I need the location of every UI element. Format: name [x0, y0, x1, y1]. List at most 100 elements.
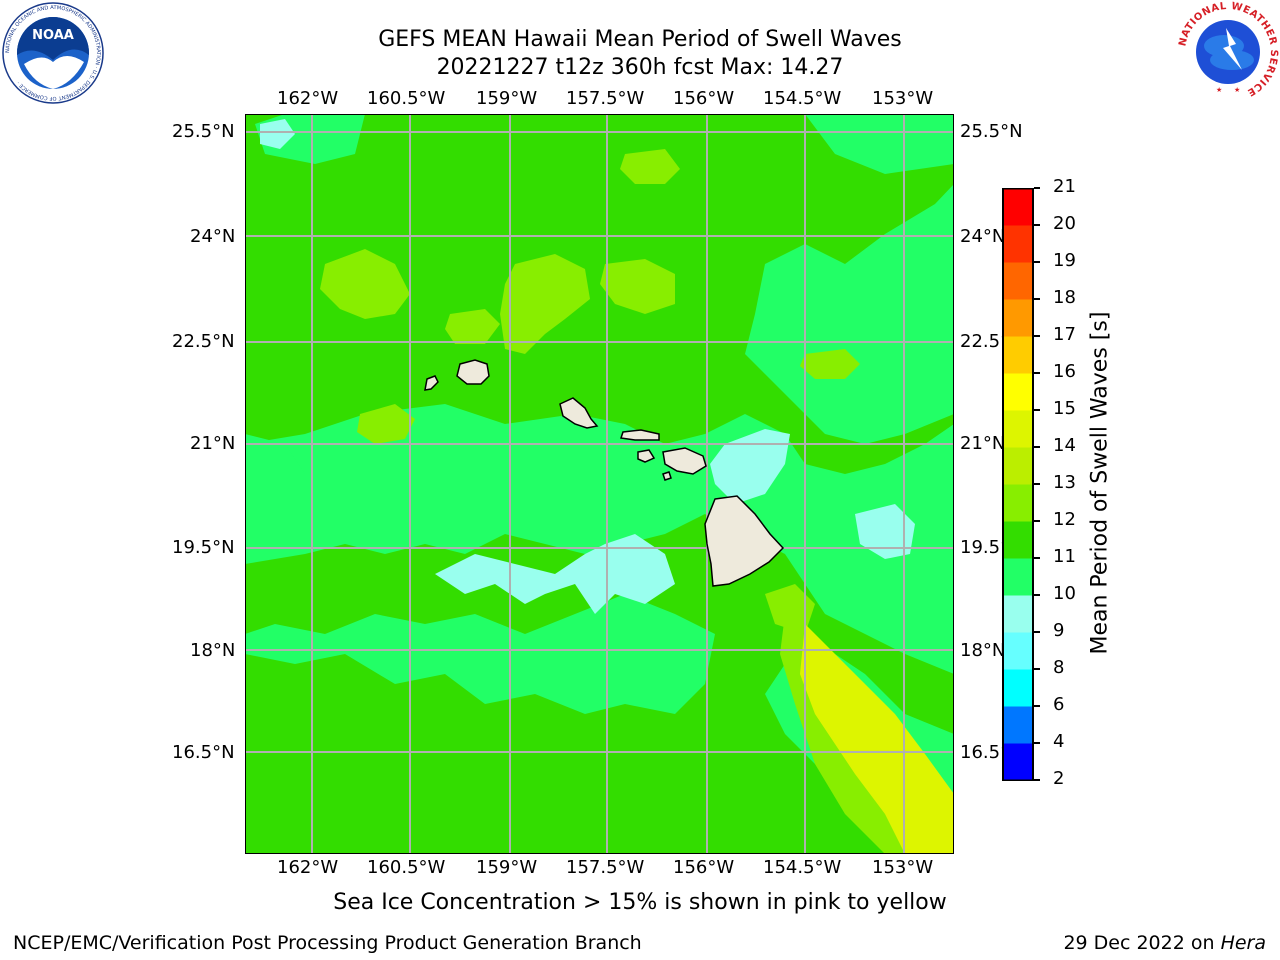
graticule [245, 114, 954, 854]
colorbar-tick-mark [1034, 446, 1040, 448]
colorbar-tick-mark [1034, 335, 1040, 337]
colorbar-tick-mark [1034, 261, 1040, 263]
island-niihau [424, 375, 439, 391]
colorbar-tick-label: 16 [1053, 361, 1076, 382]
colorbar-tick-label: 19 [1053, 250, 1076, 271]
colorbar-tick-mark [1034, 298, 1040, 300]
lon-tick-bottom: 157.5°W [566, 857, 645, 878]
colorbar-tick-label: 8 [1053, 657, 1065, 678]
map-caption: Sea Ice Concentration > 15% is shown in … [333, 890, 947, 915]
colorbar [1002, 188, 1034, 781]
colorbar-tick-label: 17 [1053, 324, 1076, 345]
colorbar-tick-mark [1034, 409, 1040, 411]
lat-tick-right: 24°N [960, 226, 1006, 247]
colorbar-tick-label: 12 [1053, 509, 1076, 530]
lon-tick-bottom: 160.5°W [367, 857, 446, 878]
lat-tick-left: 25.5°N [172, 121, 235, 142]
lat-tick-left: 16.5°N [172, 742, 235, 763]
lon-tick-bottom: 159°W [476, 857, 538, 878]
colorbar-tick-label: 4 [1053, 731, 1065, 752]
contour-13-14s [800, 624, 954, 854]
colorbar-tick-label: 9 [1053, 620, 1065, 641]
lat-tick-right: 25.5°N [960, 121, 1023, 142]
colorbar-segment [1003, 262, 1033, 300]
nws-logo: NATIONAL WEATHER SERVICE ★ ★ [1177, 1, 1279, 102]
colorbar-tick-mark [1034, 779, 1040, 781]
lon-tick-bottom: 154.5°W [763, 857, 842, 878]
colorbar-tick-label: 10 [1053, 583, 1076, 604]
colorbar-tick-label: 6 [1053, 694, 1065, 715]
colorbar-tick-mark [1034, 705, 1040, 707]
footer-host: Hera [1220, 932, 1266, 954]
footer-date: 29 Dec 2022 on [1063, 932, 1221, 954]
lon-tick-top: 156°W [673, 88, 735, 109]
colorbar-tick-label: 2 [1053, 768, 1065, 789]
colorbar-tick-label: 15 [1053, 398, 1076, 419]
colorbar-tick-mark [1034, 187, 1040, 189]
lon-tick-bottom: 153°W [872, 857, 934, 878]
colorbar-tick-mark [1034, 594, 1040, 596]
colorbar-tick-label: 13 [1053, 472, 1076, 493]
lat-tick-left: 18°N [190, 640, 236, 661]
colorbar-segment [1003, 447, 1033, 485]
lat-tick-right: 18°N [960, 640, 1006, 661]
island-kahoolawe [662, 471, 672, 481]
colorbar-tick-label: 14 [1053, 435, 1076, 456]
lon-tick-top: 157.5°W [566, 88, 645, 109]
island-molokai [620, 429, 660, 441]
island-oahu [559, 397, 599, 429]
noaa-logo-text: NOAA [32, 28, 74, 43]
lon-tick-top: 162°W [277, 88, 339, 109]
lat-tick-right: 21°N [960, 433, 1006, 454]
colorbar-segment [1003, 336, 1033, 374]
lon-tick-top: 160.5°W [367, 88, 446, 109]
lon-tick-top: 153°W [872, 88, 934, 109]
chart-subtitle: 20221227 t12z 360h fcst Max: 14.27 [436, 55, 844, 80]
colorbar-segment [1003, 521, 1033, 559]
colorbar-segment [1003, 558, 1033, 596]
colorbar-frame [1002, 188, 1034, 781]
colorbar-label: Mean Period of Swell Waves [s] [1087, 311, 1113, 655]
footer-left: NCEP/EMC/Verification Post Processing Pr… [13, 932, 642, 954]
svg-text:★: ★ [1216, 86, 1222, 94]
colorbar-segment [1003, 373, 1033, 411]
contour-9-10s [260, 119, 915, 614]
colorbar-tick-label: 20 [1053, 213, 1076, 234]
colorbar-tick-mark [1034, 483, 1040, 485]
colorbar-tick-mark [1034, 742, 1040, 744]
island-lanai [637, 449, 656, 463]
noaa-logo: NATIONAL OCEANIC AND ATMOSPHERIC ADMINIS… [2, 2, 104, 104]
lat-tick-left: 21°N [190, 433, 236, 454]
colorbar-segment [1003, 484, 1033, 522]
island-kauai [456, 359, 490, 385]
colorbar-tick-label: 11 [1053, 546, 1076, 567]
swell-period-map [245, 114, 954, 854]
colorbar-segment [1003, 669, 1033, 707]
colorbar-segment [1003, 706, 1033, 744]
lat-tick-left: 22.5°N [172, 331, 235, 352]
colorbar-tick-mark [1034, 224, 1040, 226]
lon-tick-top: 159°W [476, 88, 538, 109]
lon-tick-bottom: 156°W [673, 857, 735, 878]
colorbar-tick-mark [1034, 631, 1040, 633]
colorbar-tick-label: 21 [1053, 176, 1076, 197]
colorbar-tick-mark [1034, 557, 1040, 559]
colorbar-tick-mark [1034, 372, 1040, 374]
colorbar-segment [1003, 595, 1033, 633]
chart-title: GEFS MEAN Hawaii Mean Period of Swell Wa… [378, 27, 902, 52]
lon-tick-top: 154.5°W [763, 88, 842, 109]
colorbar-segment [1003, 410, 1033, 448]
lat-tick-left: 24°N [190, 226, 236, 247]
colorbar-segment [1003, 743, 1033, 781]
footer-right: 29 Dec 2022 on Hera [1063, 932, 1266, 954]
colorbar-segment [1003, 188, 1033, 226]
colorbar-segment [1003, 225, 1033, 263]
colorbar-segment [1003, 632, 1033, 670]
island-hawaii [704, 495, 785, 587]
islands [424, 359, 785, 587]
colorbar-tick-mark [1034, 520, 1040, 522]
colorbar-segment [1003, 299, 1033, 337]
svg-text:★: ★ [1234, 86, 1240, 94]
lat-tick-left: 19.5°N [172, 537, 235, 558]
island-maui [662, 447, 707, 475]
